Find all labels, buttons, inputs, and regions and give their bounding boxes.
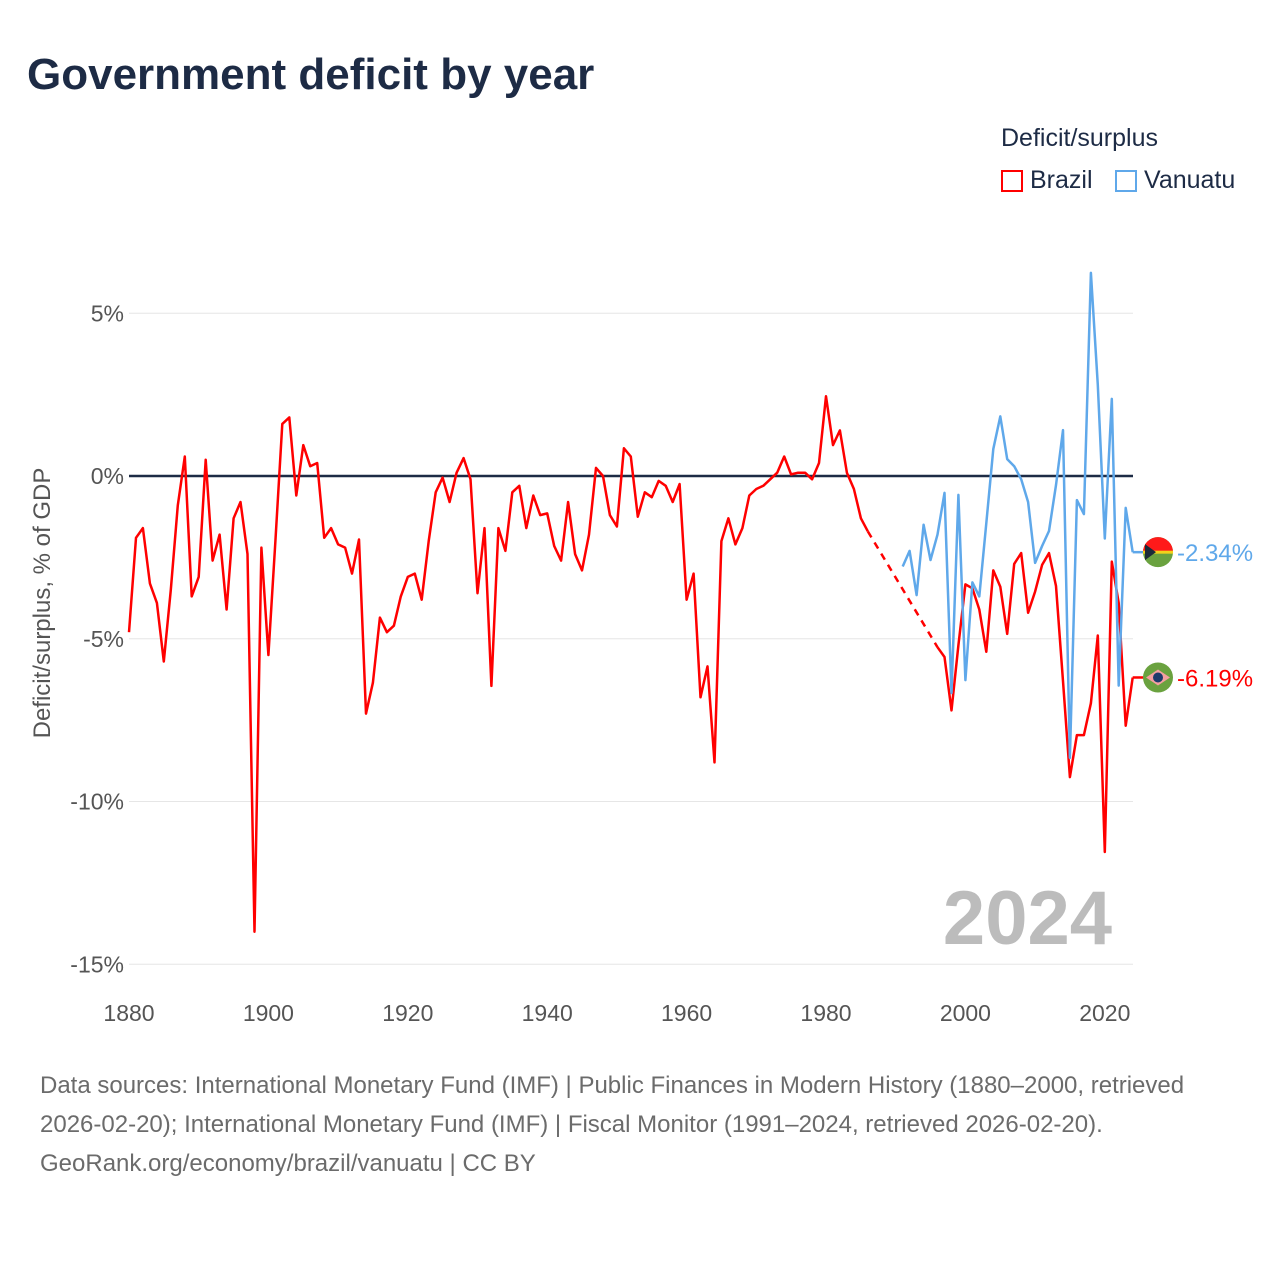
series-line-vanuatu xyxy=(901,271,1134,760)
series-line-brazil xyxy=(127,395,869,933)
vanuatu-flag-icon xyxy=(1143,537,1173,568)
credit-link[interactable]: GeoRank.org/economy/brazil/vanuatu | CC … xyxy=(40,1150,536,1177)
end-value-label-brazil: -6.19% xyxy=(1177,665,1253,692)
series-line-brazil xyxy=(936,551,1134,854)
legend-swatch-brazil xyxy=(1001,169,1023,192)
plot-area: 2024 5% 0% -5% -10% -15% 1880 1900 1920 1940 1960… xyxy=(29,271,1253,1026)
x-tick-label: 2020 xyxy=(1079,1000,1130,1026)
legend-item-vanuatu[interactable]: Vanuatu xyxy=(1115,166,1235,195)
legend-title: Deficit/surplus xyxy=(1001,124,1158,152)
legend-swatch-vanuatu xyxy=(1115,169,1137,192)
y-axis-label: Deficit/surplus, % of GDP xyxy=(29,468,56,739)
brazil-flag-icon xyxy=(1143,662,1173,693)
x-tick-label: 1920 xyxy=(382,1000,433,1026)
chart-title: Government deficit by year xyxy=(27,50,595,99)
x-tick-label: 2000 xyxy=(940,1000,991,1026)
series-gap-brazil xyxy=(866,530,939,648)
x-tick-label: 1940 xyxy=(522,1000,573,1026)
end-value-label-vanuatu: -2.34% xyxy=(1177,540,1253,567)
x-tick-label: 1960 xyxy=(661,1000,712,1026)
x-tick-label: 1980 xyxy=(800,1000,851,1026)
footer: Data sources: International Monetary Fun… xyxy=(40,1066,1240,1183)
legend-label: Brazil xyxy=(1030,166,1093,194)
y-tick-label: -10% xyxy=(70,789,124,815)
y-tick-label: 0% xyxy=(91,463,124,489)
year-watermark: 2024 xyxy=(943,876,1112,961)
x-tick-label: 1880 xyxy=(103,1000,154,1026)
y-tick-label: -15% xyxy=(70,951,124,977)
legend-label: Vanuatu xyxy=(1144,166,1236,194)
y-tick-label: -5% xyxy=(83,626,124,652)
y-tick-label: 5% xyxy=(91,300,124,326)
legend-item-brazil[interactable]: Brazil xyxy=(1001,166,1093,195)
data-sources: Data sources: International Monetary Fun… xyxy=(40,1072,1185,1138)
x-tick-label: 1900 xyxy=(243,1000,294,1026)
